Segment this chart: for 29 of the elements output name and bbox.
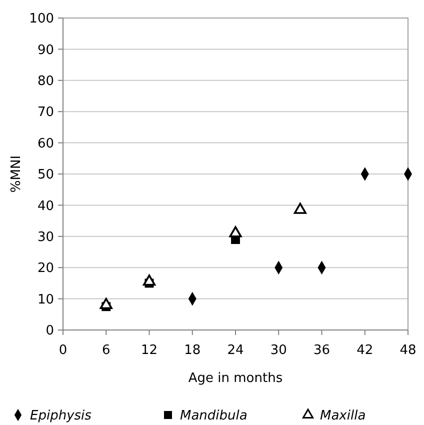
x-tick-label: 30 bbox=[270, 343, 287, 358]
y-tick-label: 0 bbox=[46, 324, 54, 339]
y-tick-label: 90 bbox=[37, 42, 54, 58]
y-axis-title: %MNI bbox=[9, 155, 24, 193]
x-tick-label: 18 bbox=[184, 343, 201, 358]
x-axis-title: Age in months bbox=[188, 371, 283, 386]
y-tick-label: 50 bbox=[37, 168, 54, 183]
x-tick-label: 36 bbox=[313, 343, 330, 358]
legend-label: Epiphysis bbox=[30, 408, 92, 424]
point bbox=[100, 298, 112, 310]
x-tick-label: 12 bbox=[140, 343, 158, 358]
point bbox=[294, 202, 306, 214]
y-tick-label: 10 bbox=[37, 292, 54, 308]
x-tick-label: 48 bbox=[400, 343, 416, 358]
y-tick-label: 100 bbox=[29, 12, 54, 27]
x-tick-label: 42 bbox=[356, 343, 374, 358]
y-tick-label: 40 bbox=[37, 198, 54, 214]
y-tick-label: 60 bbox=[37, 136, 54, 152]
legend-label: Maxilla bbox=[320, 408, 366, 424]
legend-label: Mandibula bbox=[180, 408, 248, 424]
y-tick-label: 80 bbox=[37, 74, 54, 89]
x-tick-label: 24 bbox=[227, 343, 244, 358]
y-tick-label: 20 bbox=[37, 261, 54, 276]
point bbox=[142, 274, 156, 286]
point bbox=[229, 226, 242, 238]
x-tick-label: 6 bbox=[102, 343, 110, 358]
y-tick-label: 30 bbox=[37, 230, 54, 245]
x-tick-label: 0 bbox=[58, 343, 68, 358]
y-tick-label: 70 bbox=[37, 105, 54, 120]
